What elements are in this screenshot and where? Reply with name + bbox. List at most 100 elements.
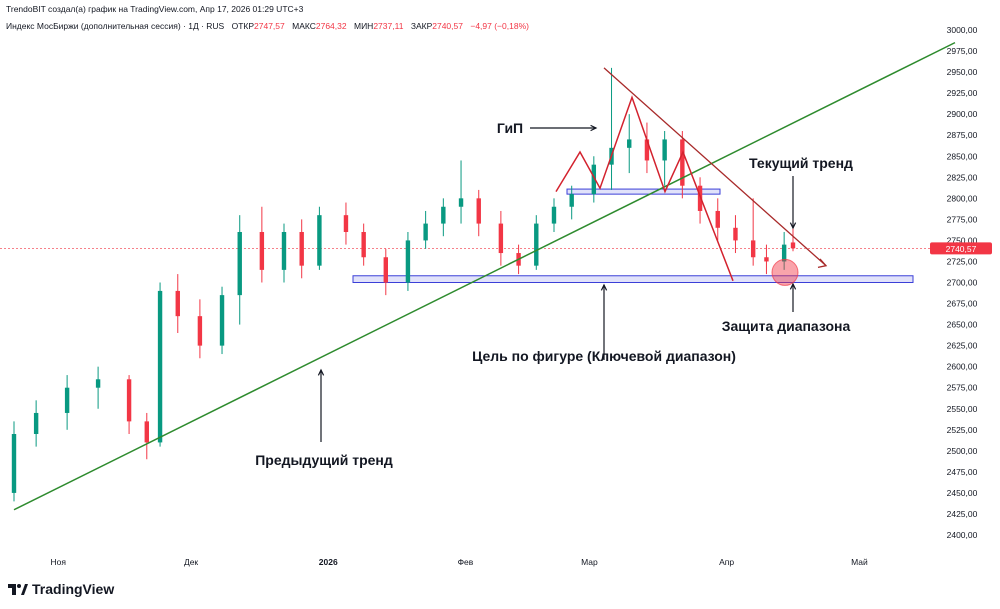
candle bbox=[11, 421, 17, 502]
symbol-name[interactable]: Индекс МосБиржи (дополнительная сессия) … bbox=[6, 21, 225, 31]
drawings bbox=[13, 41, 956, 511]
y-tick-label: 2625,00 bbox=[947, 341, 978, 351]
candle-body bbox=[627, 139, 632, 148]
candle-body bbox=[591, 164, 597, 195]
candle bbox=[591, 156, 597, 203]
candle-body bbox=[790, 242, 796, 249]
current-trend-arrow-head bbox=[817, 258, 828, 268]
y-tick-label: 2875,00 bbox=[947, 130, 978, 140]
annotation-labels: ГиП Текущий тренд Цель по фигуре (Ключевой… bbox=[255, 120, 853, 468]
candle bbox=[299, 219, 304, 279]
candle bbox=[343, 202, 349, 245]
candles bbox=[11, 67, 796, 502]
low-value: 2737,11 bbox=[373, 21, 404, 31]
chart-credit-line: TrendoBIT создал(а) график на TradingVie… bbox=[6, 4, 304, 14]
annotation-current-trend: Текущий тренд bbox=[749, 155, 853, 171]
candle-body bbox=[317, 215, 322, 266]
candle bbox=[423, 210, 428, 249]
y-tick-label: 2925,00 bbox=[947, 88, 978, 98]
candle-body bbox=[423, 223, 428, 241]
candle bbox=[237, 215, 242, 325]
annotation-defense: Защита диапазона bbox=[722, 318, 851, 334]
candle bbox=[697, 177, 703, 224]
annotation-target: Цель по фигуре (Ключевой диапазон) bbox=[472, 348, 736, 364]
y-tick-label: 2700,00 bbox=[947, 278, 978, 288]
candle-body bbox=[715, 210, 720, 228]
head-and-shoulders-pattern bbox=[555, 95, 734, 282]
x-tick-label: Фев bbox=[458, 557, 474, 567]
y-tick-label: 2525,00 bbox=[947, 425, 978, 435]
annotation-hs: ГиП bbox=[497, 120, 523, 136]
high-label: МАКС bbox=[292, 21, 316, 31]
candle-body bbox=[11, 434, 17, 493]
y-tick-label: 2825,00 bbox=[947, 172, 978, 182]
open-value: 2747,57 bbox=[254, 21, 285, 31]
x-tick-label: Дек bbox=[184, 557, 198, 567]
candle bbox=[627, 114, 632, 174]
candle bbox=[33, 400, 39, 447]
candle-body bbox=[33, 412, 39, 434]
price-zones bbox=[352, 188, 914, 283]
candle-body bbox=[764, 257, 769, 262]
candle bbox=[680, 131, 685, 199]
candle-body bbox=[458, 198, 464, 207]
high-value: 2764,32 bbox=[315, 21, 347, 31]
candle bbox=[219, 286, 225, 355]
candle bbox=[95, 366, 101, 409]
candle-body bbox=[197, 316, 203, 346]
current-trend-line bbox=[603, 67, 827, 267]
y-tick-label: 2975,00 bbox=[947, 46, 978, 56]
x-tick-label: 2026 bbox=[319, 557, 338, 567]
y-tick-label: 2900,00 bbox=[947, 109, 978, 119]
candle-body bbox=[781, 244, 787, 262]
range-defense-circle bbox=[771, 258, 799, 286]
x-tick-label: Ноя bbox=[51, 557, 67, 567]
candle bbox=[144, 412, 149, 460]
candle-body bbox=[175, 290, 180, 317]
candle-body bbox=[405, 240, 411, 283]
close-label: ЗАКР bbox=[410, 21, 433, 31]
candle bbox=[715, 198, 720, 241]
candle bbox=[458, 160, 464, 224]
y-tick-label: 3000,00 bbox=[947, 25, 978, 35]
candle bbox=[361, 223, 366, 266]
candle bbox=[662, 131, 667, 186]
candle bbox=[790, 228, 796, 252]
candle bbox=[175, 274, 180, 333]
hs-arrow-head bbox=[590, 124, 598, 132]
y-tick-label: 2850,00 bbox=[947, 151, 978, 161]
candle-body bbox=[498, 223, 504, 254]
current-price-tag-label: 2740,57 bbox=[946, 244, 977, 254]
candle-body bbox=[551, 206, 557, 224]
current-trend-arrow-head bbox=[789, 222, 797, 230]
tradingview-logo[interactable]: TradingView bbox=[8, 581, 114, 597]
candle-body bbox=[750, 240, 756, 258]
candle-body bbox=[95, 379, 101, 388]
y-tick-label: 2450,00 bbox=[947, 488, 978, 498]
previous-trend-line bbox=[13, 41, 956, 511]
candle bbox=[383, 248, 388, 296]
candle-body bbox=[237, 232, 242, 296]
y-tick-label: 2800,00 bbox=[947, 193, 978, 203]
y-tick-label: 2475,00 bbox=[947, 467, 978, 477]
candle-body bbox=[680, 139, 685, 186]
x-axis: Ноя Дек 2026 Фев Мар Апр Май bbox=[51, 557, 868, 567]
candle bbox=[498, 210, 504, 266]
candle bbox=[733, 215, 738, 254]
target-arrow-head bbox=[600, 283, 608, 291]
candle-body bbox=[569, 194, 574, 207]
y-tick-label: 2650,00 bbox=[947, 320, 978, 330]
candle bbox=[197, 299, 203, 359]
defense-arrow-head bbox=[789, 282, 797, 290]
y-tick-label: 2400,00 bbox=[947, 530, 978, 540]
tradingview-logo-text: TradingView bbox=[32, 581, 115, 597]
candle bbox=[476, 189, 481, 237]
candle-body bbox=[157, 290, 163, 443]
symbol-ohlc-line: Индекс МосБиржи (дополнительная сессия) … bbox=[6, 21, 529, 31]
candle-body bbox=[64, 387, 70, 413]
candle-body bbox=[662, 139, 667, 161]
close-value: 2740,57 bbox=[432, 21, 463, 31]
y-tick-label: 2575,00 bbox=[947, 383, 978, 393]
y-tick-label: 2750,00 bbox=[947, 235, 978, 245]
